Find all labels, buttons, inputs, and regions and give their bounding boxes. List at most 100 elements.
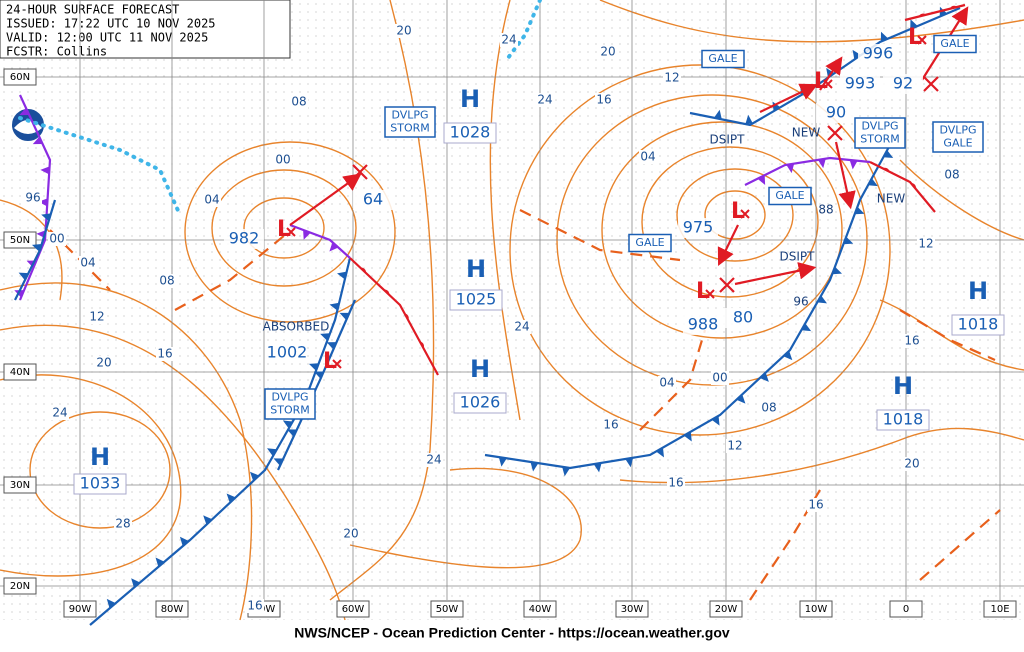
isobar-label-bg: [726, 439, 744, 453]
latitude-label: 20N: [10, 581, 30, 592]
warning-label: DVLPG: [271, 391, 308, 404]
isobar-label: 16: [157, 347, 172, 361]
warning-label: DVLPG: [861, 120, 898, 133]
low-center: [923, 76, 939, 92]
front-symbol: [32, 136, 43, 145]
front-symbol: [282, 420, 293, 429]
pressure-box: [876, 409, 930, 431]
cold-front: [484, 144, 891, 470]
front-symbol: [711, 415, 720, 426]
isobar-label: 08: [944, 168, 959, 182]
warning-box: [933, 34, 977, 54]
front-symbol: [339, 312, 350, 321]
isobar-label: 12: [664, 71, 679, 85]
high-symbol: H: [968, 277, 988, 305]
ice-edge: [503, 0, 542, 64]
low-pressure: 80: [733, 308, 753, 327]
isobar-label-bg: [903, 457, 921, 471]
warning-box: [854, 117, 906, 149]
isobar-label-bg: [667, 476, 685, 490]
front-symbol: [562, 466, 571, 477]
longitude-box: [63, 600, 97, 618]
isobar-label-bg: [95, 356, 113, 370]
ice-edge: [18, 116, 182, 217]
cold-front: [277, 299, 357, 471]
isobar-label-bg: [711, 371, 729, 385]
warning-label: STORM: [390, 122, 430, 135]
front-symbol: [31, 244, 42, 252]
isobar: [211, 169, 357, 287]
map-note: 96: [793, 295, 808, 309]
pressure-bg: [683, 315, 723, 335]
front-symbol: [713, 109, 722, 120]
isobar-label-bg: [595, 93, 613, 107]
isobar-label: 96: [25, 191, 40, 205]
pressure-box: [443, 122, 497, 144]
front-symbol: [783, 350, 793, 361]
isobar-label: 24: [52, 406, 67, 420]
warning-box: [384, 106, 436, 138]
pressure-box: [73, 473, 127, 495]
front-symbol: [683, 431, 692, 442]
isobar-label: 00: [712, 371, 727, 385]
latitude-label: 50N: [10, 235, 30, 246]
isobar-label-bg: [158, 274, 176, 288]
isobar-label: 24: [514, 320, 529, 334]
pressure-bg: [678, 218, 718, 238]
longitude-box: [799, 600, 833, 618]
front-symbol: [249, 471, 260, 482]
cold-front: [89, 257, 352, 626]
isobar-label: 08: [291, 95, 306, 109]
high-pressure: 1028: [450, 123, 491, 142]
warm-front: [349, 257, 439, 376]
isobar-label: 04: [659, 376, 674, 390]
front-symbol: [882, 167, 890, 172]
isobar-label-bg: [760, 401, 778, 415]
high-pressure: 1025: [456, 290, 497, 309]
isobar-label: 24: [426, 453, 441, 467]
front-symbol: [801, 323, 812, 332]
low-pressure: 92: [893, 74, 913, 93]
isobar-label: 16: [596, 93, 611, 107]
high-symbol: H: [460, 85, 480, 113]
trough: [919, 509, 1001, 581]
latitude-label: 40N: [10, 367, 30, 378]
warning-label: DVLPG: [391, 109, 428, 122]
warning-label: GALE: [940, 37, 969, 50]
isobar-label: 04: [640, 150, 655, 164]
front-symbol: [786, 163, 795, 174]
longitude-label: 50W: [436, 604, 459, 615]
isobar: [619, 427, 1024, 484]
front-symbol: [38, 198, 48, 207]
front-symbol: [19, 107, 30, 116]
front-symbol: [757, 175, 766, 185]
isobar-label: 16: [603, 418, 618, 432]
front-symbol: [817, 158, 826, 169]
isobar-label: 04: [204, 193, 219, 207]
warning-label: GALE: [943, 137, 972, 150]
map-note: NEW: [877, 192, 906, 206]
warning-label: GALE: [775, 189, 804, 202]
isobar: [0, 282, 253, 621]
isobar-label-bg: [274, 153, 292, 167]
low-center: [352, 164, 368, 180]
low-pressure: 64: [363, 190, 383, 209]
isobar: [0, 374, 182, 577]
isobar-label-bg: [342, 527, 360, 541]
isobar-label-bg: [246, 599, 264, 613]
front-symbol: [745, 114, 753, 125]
low-center: [740, 209, 750, 219]
isobar-label-bg: [663, 71, 681, 85]
front-symbol: [106, 598, 116, 609]
longitude-label: 40W: [529, 604, 552, 615]
front-symbol: [303, 229, 311, 240]
front-symbol: [226, 493, 236, 503]
low-pressure: 975: [683, 218, 714, 237]
isobar: [349, 467, 582, 569]
cold-front: [14, 199, 57, 301]
isobar: [243, 197, 325, 259]
isobar-label-bg: [807, 498, 825, 512]
track-arrow: [734, 262, 817, 286]
front-symbol: [287, 429, 297, 437]
